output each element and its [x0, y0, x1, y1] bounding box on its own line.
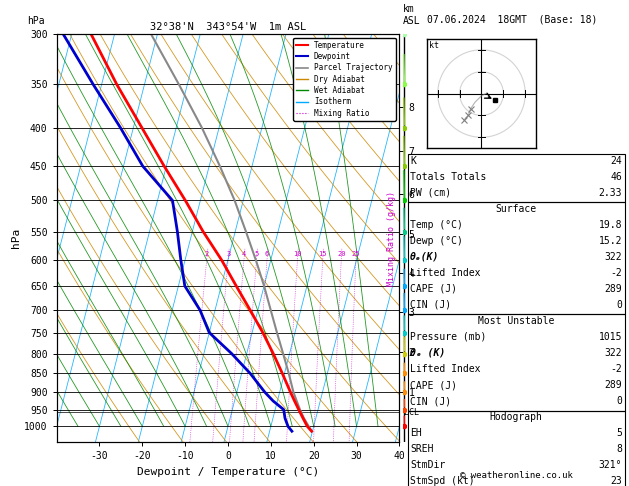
- Text: 07.06.2024  18GMT  (Base: 18): 07.06.2024 18GMT (Base: 18): [428, 15, 598, 25]
- Legend: Temperature, Dewpoint, Parcel Trajectory, Dry Adiabat, Wet Adiabat, Isotherm, Mi: Temperature, Dewpoint, Parcel Trajectory…: [293, 38, 396, 121]
- Text: © weatheronline.co.uk: © weatheronline.co.uk: [460, 471, 572, 480]
- Text: SREH: SREH: [410, 444, 433, 454]
- Text: Hodograph: Hodograph: [489, 412, 543, 422]
- Text: PW (cm): PW (cm): [410, 188, 451, 198]
- Text: CIN (J): CIN (J): [410, 396, 451, 406]
- Text: 3: 3: [226, 251, 230, 257]
- Text: 8: 8: [616, 444, 622, 454]
- Text: kt: kt: [429, 41, 439, 50]
- Text: CAPE (J): CAPE (J): [410, 284, 457, 294]
- Text: 46: 46: [610, 172, 622, 182]
- Text: θₑ(K): θₑ(K): [410, 252, 440, 262]
- Text: 289: 289: [604, 284, 622, 294]
- Text: Lifted Index: Lifted Index: [410, 268, 481, 278]
- Text: Totals Totals: Totals Totals: [410, 172, 486, 182]
- Title: 32°38'N  343°54'W  1m ASL: 32°38'N 343°54'W 1m ASL: [150, 22, 306, 32]
- Text: Temp (°C): Temp (°C): [410, 220, 463, 230]
- Text: EH: EH: [410, 428, 422, 438]
- Text: Surface: Surface: [496, 204, 537, 214]
- Text: 322: 322: [604, 252, 622, 262]
- Text: -2: -2: [610, 364, 622, 374]
- Text: 2.33: 2.33: [599, 188, 622, 198]
- Text: 322: 322: [604, 348, 622, 358]
- Text: 1015: 1015: [599, 332, 622, 342]
- Text: -2: -2: [610, 268, 622, 278]
- Text: Pressure (mb): Pressure (mb): [410, 332, 486, 342]
- Text: 10: 10: [293, 251, 302, 257]
- Text: 0: 0: [616, 300, 622, 310]
- X-axis label: Dewpoint / Temperature (°C): Dewpoint / Temperature (°C): [137, 467, 319, 477]
- Text: θₑ (K): θₑ (K): [410, 348, 445, 358]
- Text: 15.2: 15.2: [599, 236, 622, 246]
- Text: 5: 5: [254, 251, 259, 257]
- Text: Dewp (°C): Dewp (°C): [410, 236, 463, 246]
- Text: 289: 289: [604, 380, 622, 390]
- Text: CAPE (J): CAPE (J): [410, 380, 457, 390]
- Text: 4: 4: [242, 251, 246, 257]
- Text: 15: 15: [318, 251, 327, 257]
- Text: Most Unstable: Most Unstable: [478, 316, 554, 326]
- Text: Lifted Index: Lifted Index: [410, 364, 481, 374]
- Text: 19.8: 19.8: [599, 220, 622, 230]
- Text: 23: 23: [610, 476, 622, 486]
- Text: hPa: hPa: [28, 16, 45, 26]
- Text: 0: 0: [616, 396, 622, 406]
- Text: StmDir: StmDir: [410, 460, 445, 470]
- Text: 5: 5: [616, 428, 622, 438]
- Text: 2: 2: [204, 251, 209, 257]
- Text: K: K: [410, 156, 416, 166]
- Y-axis label: hPa: hPa: [11, 228, 21, 248]
- Text: 24: 24: [610, 156, 622, 166]
- Text: StmSpd (kt): StmSpd (kt): [410, 476, 475, 486]
- Text: 20: 20: [337, 251, 345, 257]
- Text: 321°: 321°: [599, 460, 622, 470]
- Text: 6: 6: [265, 251, 269, 257]
- Text: km
ASL: km ASL: [403, 4, 420, 26]
- Text: Mixing Ratio (g/kg): Mixing Ratio (g/kg): [387, 191, 396, 286]
- Text: LCL: LCL: [399, 408, 420, 417]
- Text: CIN (J): CIN (J): [410, 300, 451, 310]
- Text: 25: 25: [352, 251, 360, 257]
